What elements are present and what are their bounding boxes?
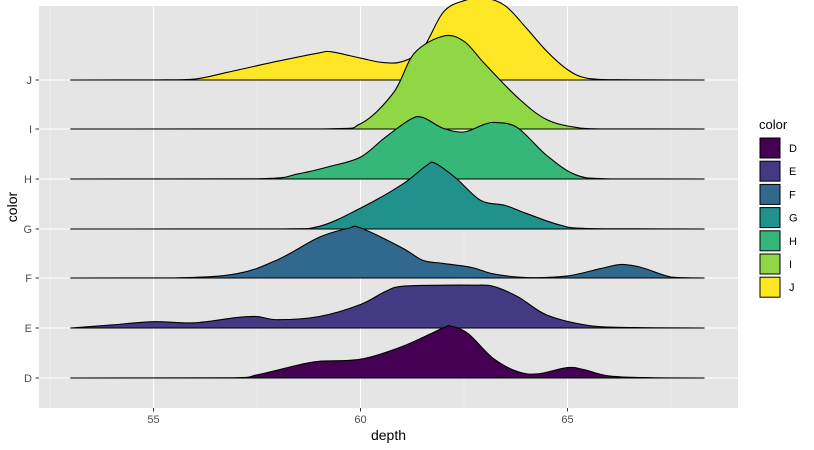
legend-key-d [759,137,781,159]
legend-key-f [759,183,781,205]
y-axis-title: color [4,191,20,222]
legend-label-h: H [789,236,797,248]
legend-key-i [759,253,781,275]
legend-key-g [759,207,781,229]
ridge-e [70,284,705,329]
y-axis: D E F G H I J [23,75,39,385]
y-tick-label-f: F [25,273,32,285]
ridge-i [70,34,705,130]
y-tick-label-j: J [27,75,33,87]
ridge-d [70,324,705,379]
ridge-g [70,161,705,230]
legend-key-j [759,276,781,298]
y-tick-label-g: G [23,224,32,236]
x-axis: 55 60 65 [147,408,574,426]
legend-label-f: F [789,189,796,201]
legend-label-j: J [789,282,795,294]
y-tick-label-e: E [25,323,32,335]
x-tick-label-60: 60 [354,414,366,426]
ridge-f [70,225,705,279]
legend-key-e [759,160,781,182]
legend-key-h [759,230,781,252]
x-axis-title: depth [371,427,406,443]
legend-title: color [759,117,788,132]
legend-label-d: D [789,143,797,155]
y-tick-label-d: D [24,373,32,385]
x-tick-label-55: 55 [147,414,159,426]
x-tick-label-65: 65 [561,414,573,426]
legend-label-g: G [789,213,798,225]
ridges [70,0,705,379]
y-tick-label-i: I [29,124,32,136]
y-tick-label-h: H [24,174,32,186]
legend-label-i: I [789,259,792,271]
legend-label-e: E [789,166,796,178]
ridge-h [70,115,705,180]
